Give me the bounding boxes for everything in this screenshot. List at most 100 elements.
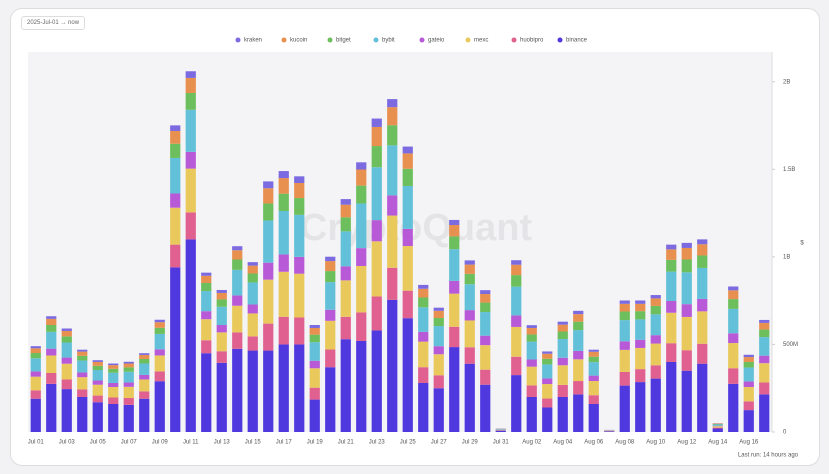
- bar-segment: [340, 280, 351, 317]
- x-tick-label: Aug 06: [584, 440, 604, 446]
- bar-segment: [449, 326, 460, 348]
- bar-segment: [387, 145, 398, 196]
- bar-segment: [666, 312, 677, 344]
- bar-segment: [449, 225, 460, 237]
- bar-segment: [294, 273, 305, 318]
- bar-segment: [433, 326, 444, 347]
- bar-segment: [387, 125, 398, 146]
- x-tick-label: Jul 27: [431, 440, 448, 446]
- bar-segment: [30, 353, 41, 359]
- bar-segment: [278, 211, 289, 255]
- bar-segment: [46, 355, 57, 373]
- x-tick-label: Jul 07: [121, 440, 138, 446]
- bar-segment: [387, 215, 398, 268]
- bar-segment: [511, 260, 522, 265]
- legend-swatch: [511, 37, 517, 43]
- bar-segment: [433, 354, 444, 376]
- bar-segment: [666, 301, 677, 313]
- bar-segment: [371, 330, 382, 432]
- bar-segment: [635, 369, 646, 383]
- bar-segment: [154, 371, 165, 382]
- bar-segment: [619, 341, 630, 350]
- bar-segment: [511, 375, 522, 432]
- bar-segment: [263, 350, 274, 432]
- bar-segment: [402, 153, 413, 169]
- bar-segment: [185, 212, 196, 240]
- plot-area: [28, 52, 772, 432]
- bar-segment: [697, 311, 708, 344]
- bar-segment: [263, 279, 274, 324]
- bar-segment: [309, 368, 320, 388]
- bar-segment: [170, 193, 181, 208]
- x-tick-label: Jul 21: [338, 440, 355, 446]
- bar-segment: [201, 291, 212, 312]
- bar-segment: [170, 130, 181, 144]
- bar-segment: [216, 362, 227, 432]
- bar-segment: [309, 399, 320, 432]
- date-range-button[interactable]: 2025-Jul-01 → now: [21, 16, 86, 30]
- bar-segment: [340, 231, 351, 267]
- bar-segment: [728, 286, 739, 291]
- bar-segment: [759, 319, 770, 323]
- bar-segment: [123, 382, 134, 387]
- bar-segment: [92, 384, 103, 396]
- x-tick-label: Aug 16: [739, 440, 759, 446]
- bar-segment: [712, 428, 723, 432]
- bar-segment: [278, 271, 289, 317]
- bar-segment: [650, 365, 661, 379]
- bar-segment: [263, 188, 274, 204]
- bar-segment: [185, 92, 196, 110]
- bar-segment: [263, 181, 274, 189]
- bar-segment: [216, 325, 227, 333]
- bar-segment: [712, 427, 723, 429]
- y-tick-label: 0: [783, 430, 787, 436]
- bar-segment: [480, 384, 491, 432]
- bar-segment: [464, 363, 475, 432]
- bar-segment: [247, 282, 258, 305]
- bar-segment: [77, 349, 88, 352]
- bar-segment: [294, 176, 305, 183]
- bar-segment: [325, 282, 336, 310]
- bar-segment: [759, 382, 770, 395]
- bar-segment: [61, 363, 72, 380]
- bar-segment: [418, 367, 429, 383]
- bar-segment: [61, 330, 72, 337]
- bar-segment: [387, 267, 398, 300]
- bar-segment: [61, 389, 72, 432]
- bar-segment: [402, 318, 413, 432]
- bar-segment: [650, 298, 661, 306]
- bar-segment: [263, 323, 274, 351]
- bar-segment: [743, 381, 754, 387]
- bar-segment: [108, 397, 119, 404]
- bar-segment: [759, 363, 770, 383]
- x-tick-label: Aug 10: [646, 440, 666, 446]
- bar-segment: [573, 321, 584, 331]
- bar-segment: [588, 381, 599, 396]
- x-tick-label: Aug 02: [522, 440, 542, 446]
- bar-segment: [340, 217, 351, 232]
- bar-segment: [681, 272, 692, 305]
- bar-segment: [247, 304, 258, 314]
- bar-segment: [201, 311, 212, 320]
- bar-segment: [108, 403, 119, 432]
- bar-segment: [77, 351, 88, 356]
- bar-segment: [495, 429, 506, 431]
- bar-segment: [573, 381, 584, 395]
- bar-segment: [46, 348, 57, 356]
- bar-segment: [356, 203, 367, 249]
- bar-segment: [433, 346, 444, 355]
- bar-segment: [526, 359, 537, 367]
- bar-segment: [108, 382, 119, 387]
- bar-segment: [263, 262, 274, 280]
- bar-segment: [697, 267, 708, 299]
- bar-segment: [201, 282, 212, 292]
- bar-segment: [743, 367, 754, 382]
- bar-segment: [666, 361, 677, 432]
- bar-segment: [573, 350, 584, 360]
- bar-segment: [759, 394, 770, 432]
- bar-segment: [511, 356, 522, 376]
- bar-segment: [108, 372, 119, 383]
- bar-segment: [635, 300, 646, 304]
- legend-swatch: [281, 37, 287, 43]
